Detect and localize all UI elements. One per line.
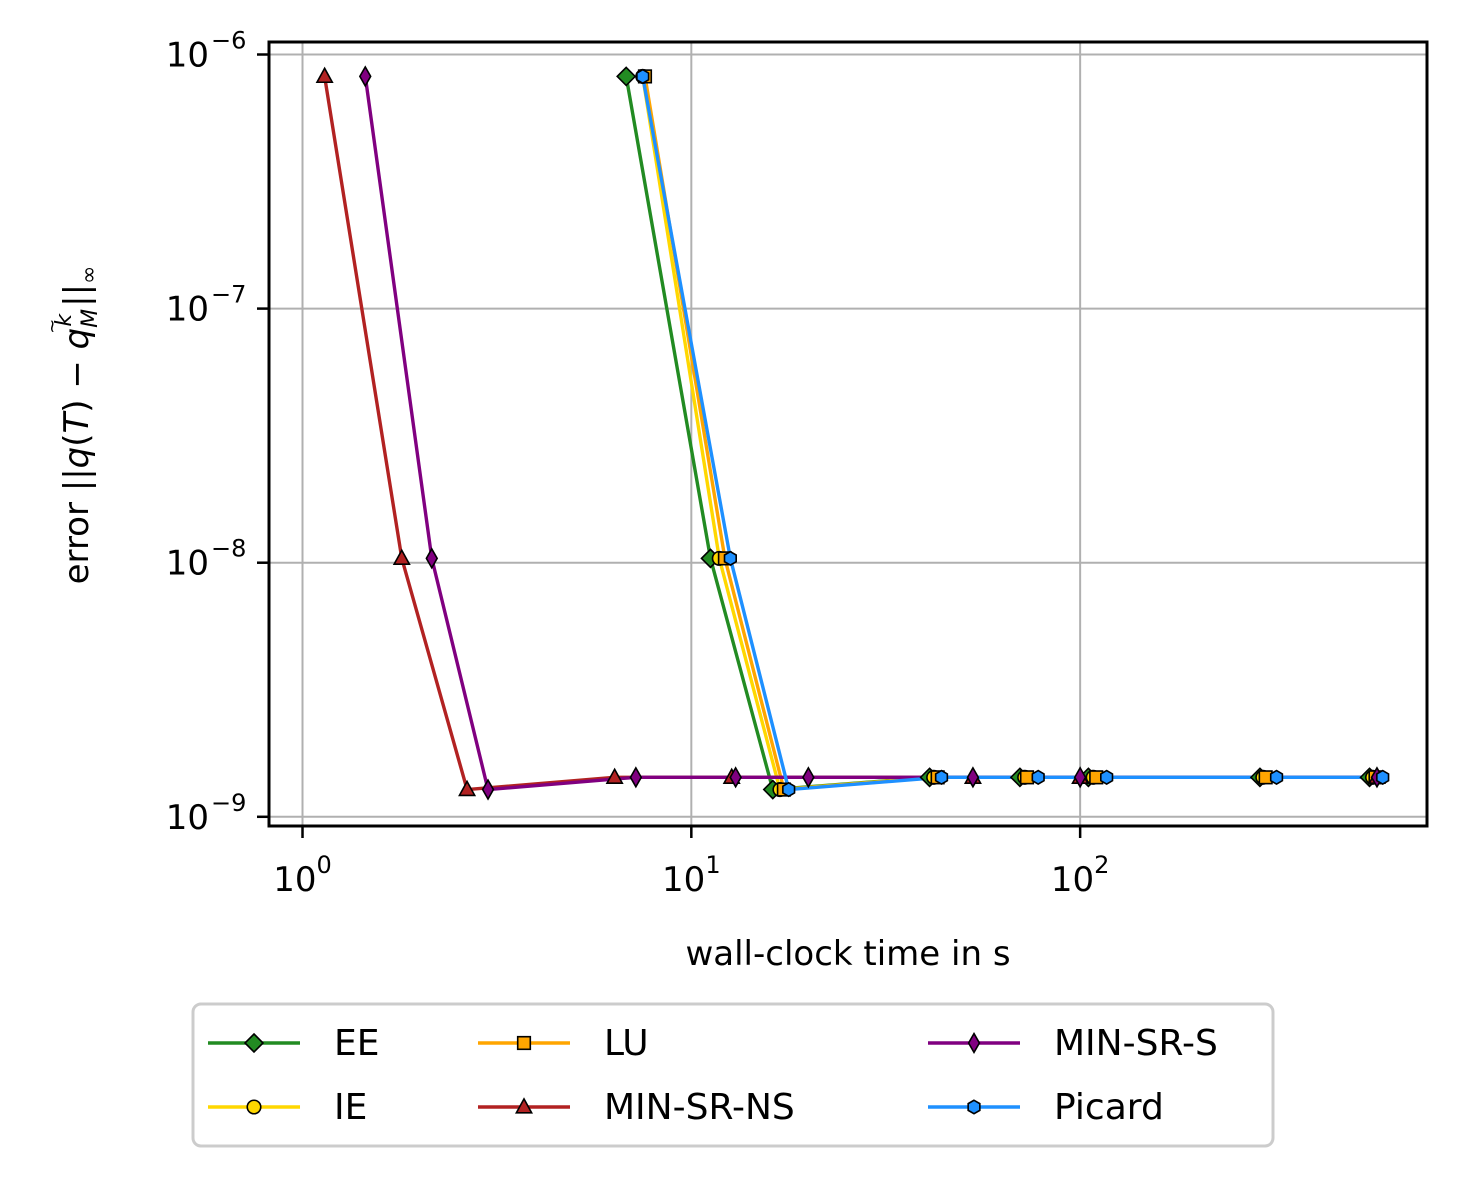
legend-box: [191, 1002, 1275, 1148]
y-tick-exponent: −6: [211, 27, 246, 55]
data-point-min-sr-s: [729, 766, 742, 789]
y-label-paren-close: ): [57, 399, 97, 412]
legend-marker-lu: [516, 1035, 532, 1051]
y-label-sub-inf: ∞: [77, 266, 102, 284]
data-point-picard: [723, 550, 737, 567]
y-label-prefix: error ||: [57, 468, 97, 584]
y-ticks: 10−910−810−710−6: [166, 27, 269, 838]
y-label-q: q: [57, 447, 97, 469]
y-tick-exponent: −9: [211, 789, 246, 817]
legend-marker-min-sr-s: [967, 1031, 981, 1055]
data-point-picard: [1269, 769, 1284, 786]
data-point-min-sr-ns: [392, 548, 411, 566]
data-point-min-sr-s: [425, 547, 439, 570]
y-tick-label: 10: [166, 798, 209, 838]
series-line-min-sr-s: [363, 76, 1377, 792]
x-ticks: 100 101 102: [273, 826, 1109, 900]
data-point-min-sr-s: [802, 766, 815, 789]
y-tick-label: 10: [166, 544, 209, 584]
data-point-min-sr-s: [629, 766, 643, 789]
x-tick-label: 100: [273, 851, 332, 900]
legend-marker-picard: [967, 1099, 981, 1115]
y-label-tilde: ~: [42, 319, 63, 334]
data-point-min-sr-s: [481, 778, 495, 801]
legend-marker-min-sr-ns: [514, 1097, 534, 1114]
series-line-lu: [643, 76, 1376, 792]
data-point-min-sr-s: [966, 766, 980, 789]
data-point-picard: [636, 68, 650, 85]
y-label-bars: ||: [57, 284, 97, 307]
grid: [269, 42, 1427, 826]
y-label-sup-k: k: [52, 313, 77, 327]
legend-label-picard: Picard: [1054, 1087, 1164, 1128]
data-point-picard: [1031, 769, 1045, 786]
y-tick-label: 10: [166, 290, 209, 330]
data-point-picard: [934, 769, 949, 786]
series-lines: [322, 76, 1383, 792]
series-line-picard: [641, 76, 1383, 792]
data-point-picard: [1100, 769, 1114, 786]
series-line-ee: [624, 76, 1370, 792]
plot-frame: [267, 40, 1429, 828]
x-tick-label: 102: [1051, 851, 1110, 900]
legend-label-ie: IE: [334, 1087, 367, 1128]
legend-label-min-sr-s: MIN-SR-S: [1054, 1023, 1218, 1064]
data-point-min-sr-ns: [458, 779, 477, 797]
y-label-qhat: q: [57, 328, 97, 350]
legend-label-min-sr-ns: MIN-SR-NS: [604, 1087, 795, 1128]
data-point-picard: [782, 781, 796, 798]
legend-label-lu: LU: [604, 1023, 649, 1064]
data-point-ee: [616, 66, 637, 87]
x-axis-label: wall-clock time in s: [685, 934, 1010, 974]
legend-marker-ee: [243, 1032, 265, 1054]
legend-label-ee: EE: [334, 1023, 380, 1064]
legend-marker-ie: [246, 1099, 262, 1115]
data-point-min-sr-s: [358, 65, 372, 88]
data-point-min-sr-s: [1073, 766, 1087, 789]
y-axis-label: error ||q(T) − q~kM||∞: [42, 266, 103, 585]
y-tick-label: 10: [166, 36, 209, 76]
data-point-lu: [1019, 770, 1035, 785]
y-label-minus: −: [57, 349, 97, 399]
series-line-ie: [641, 76, 1373, 792]
data-point-min-sr-ns: [315, 66, 334, 84]
series-markers: [315, 65, 1390, 801]
y-label-paren-open: (: [57, 433, 97, 446]
data-point-min-sr-ns: [605, 767, 624, 784]
y-label-sub-m: M: [78, 309, 103, 328]
legend: EE IE LU MIN-SR-NS MIN-SR-S Picard: [191, 1002, 1275, 1148]
y-tick-exponent: −8: [211, 535, 246, 563]
series-line-min-sr-ns: [322, 76, 1377, 792]
x-tick-label: 101: [662, 851, 721, 900]
data-point-picard: [1376, 769, 1390, 786]
y-label-t: T: [57, 410, 97, 433]
y-tick-exponent: −7: [211, 281, 246, 309]
